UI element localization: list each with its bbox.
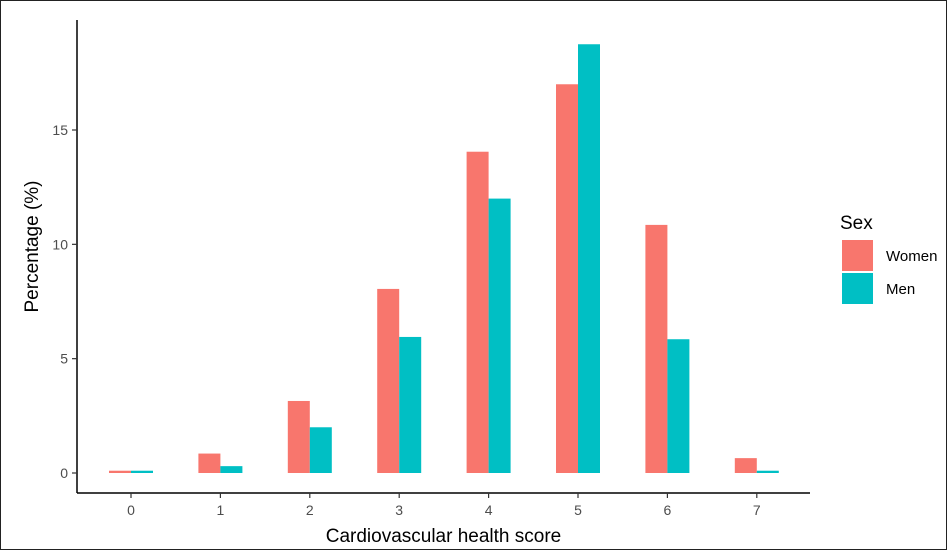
bar-men-2 <box>309 427 332 473</box>
x-tick-label: 5 <box>574 502 582 518</box>
bar-women-5 <box>556 84 578 474</box>
x-tick-label: 4 <box>485 502 493 518</box>
x-tick-label: 6 <box>664 502 672 518</box>
x-tick-label: 7 <box>753 502 761 518</box>
bar-women-7 <box>734 458 757 473</box>
x-axis-ticks: 0 1 2 3 4 5 6 7 <box>127 493 761 518</box>
y-tick-label: 10 <box>52 236 68 252</box>
bar-men-7 <box>756 470 779 473</box>
bar-men-6 <box>667 339 690 473</box>
x-tick-label: 1 <box>217 502 225 518</box>
legend-label-women: Women <box>886 248 937 265</box>
legend-title: Sex <box>840 213 873 234</box>
x-tick-label: 0 <box>127 502 135 518</box>
x-tick-label: 2 <box>306 502 314 518</box>
y-tick-label: 5 <box>60 351 68 367</box>
y-tick-label: 15 <box>52 122 68 138</box>
legend-key-men <box>842 273 873 304</box>
bar-women-3 <box>377 288 400 473</box>
bar-men-3 <box>399 336 422 473</box>
bar-men-0 <box>131 470 153 473</box>
bar-women-2 <box>287 400 310 473</box>
bar-men-5 <box>578 44 600 473</box>
y-axis-ticks: 0 5 10 15 <box>52 122 77 481</box>
bars-group <box>109 44 779 474</box>
y-tick-label: 0 <box>60 465 68 481</box>
legend-label-men: Men <box>886 281 915 298</box>
legend-key-women <box>842 240 873 271</box>
x-axis-title: Cardiovascular health score <box>326 526 562 547</box>
x-tick-label: 3 <box>395 502 403 518</box>
bar-women-0 <box>109 470 131 473</box>
bar-women-1 <box>198 453 221 473</box>
legend: Sex Women Men <box>840 213 937 304</box>
bar-men-4 <box>488 198 511 473</box>
bar-men-1 <box>220 466 243 473</box>
bar-women-4 <box>466 151 489 473</box>
bar-women-6 <box>645 224 668 473</box>
y-axis-title: Percentage (%) <box>22 180 43 312</box>
